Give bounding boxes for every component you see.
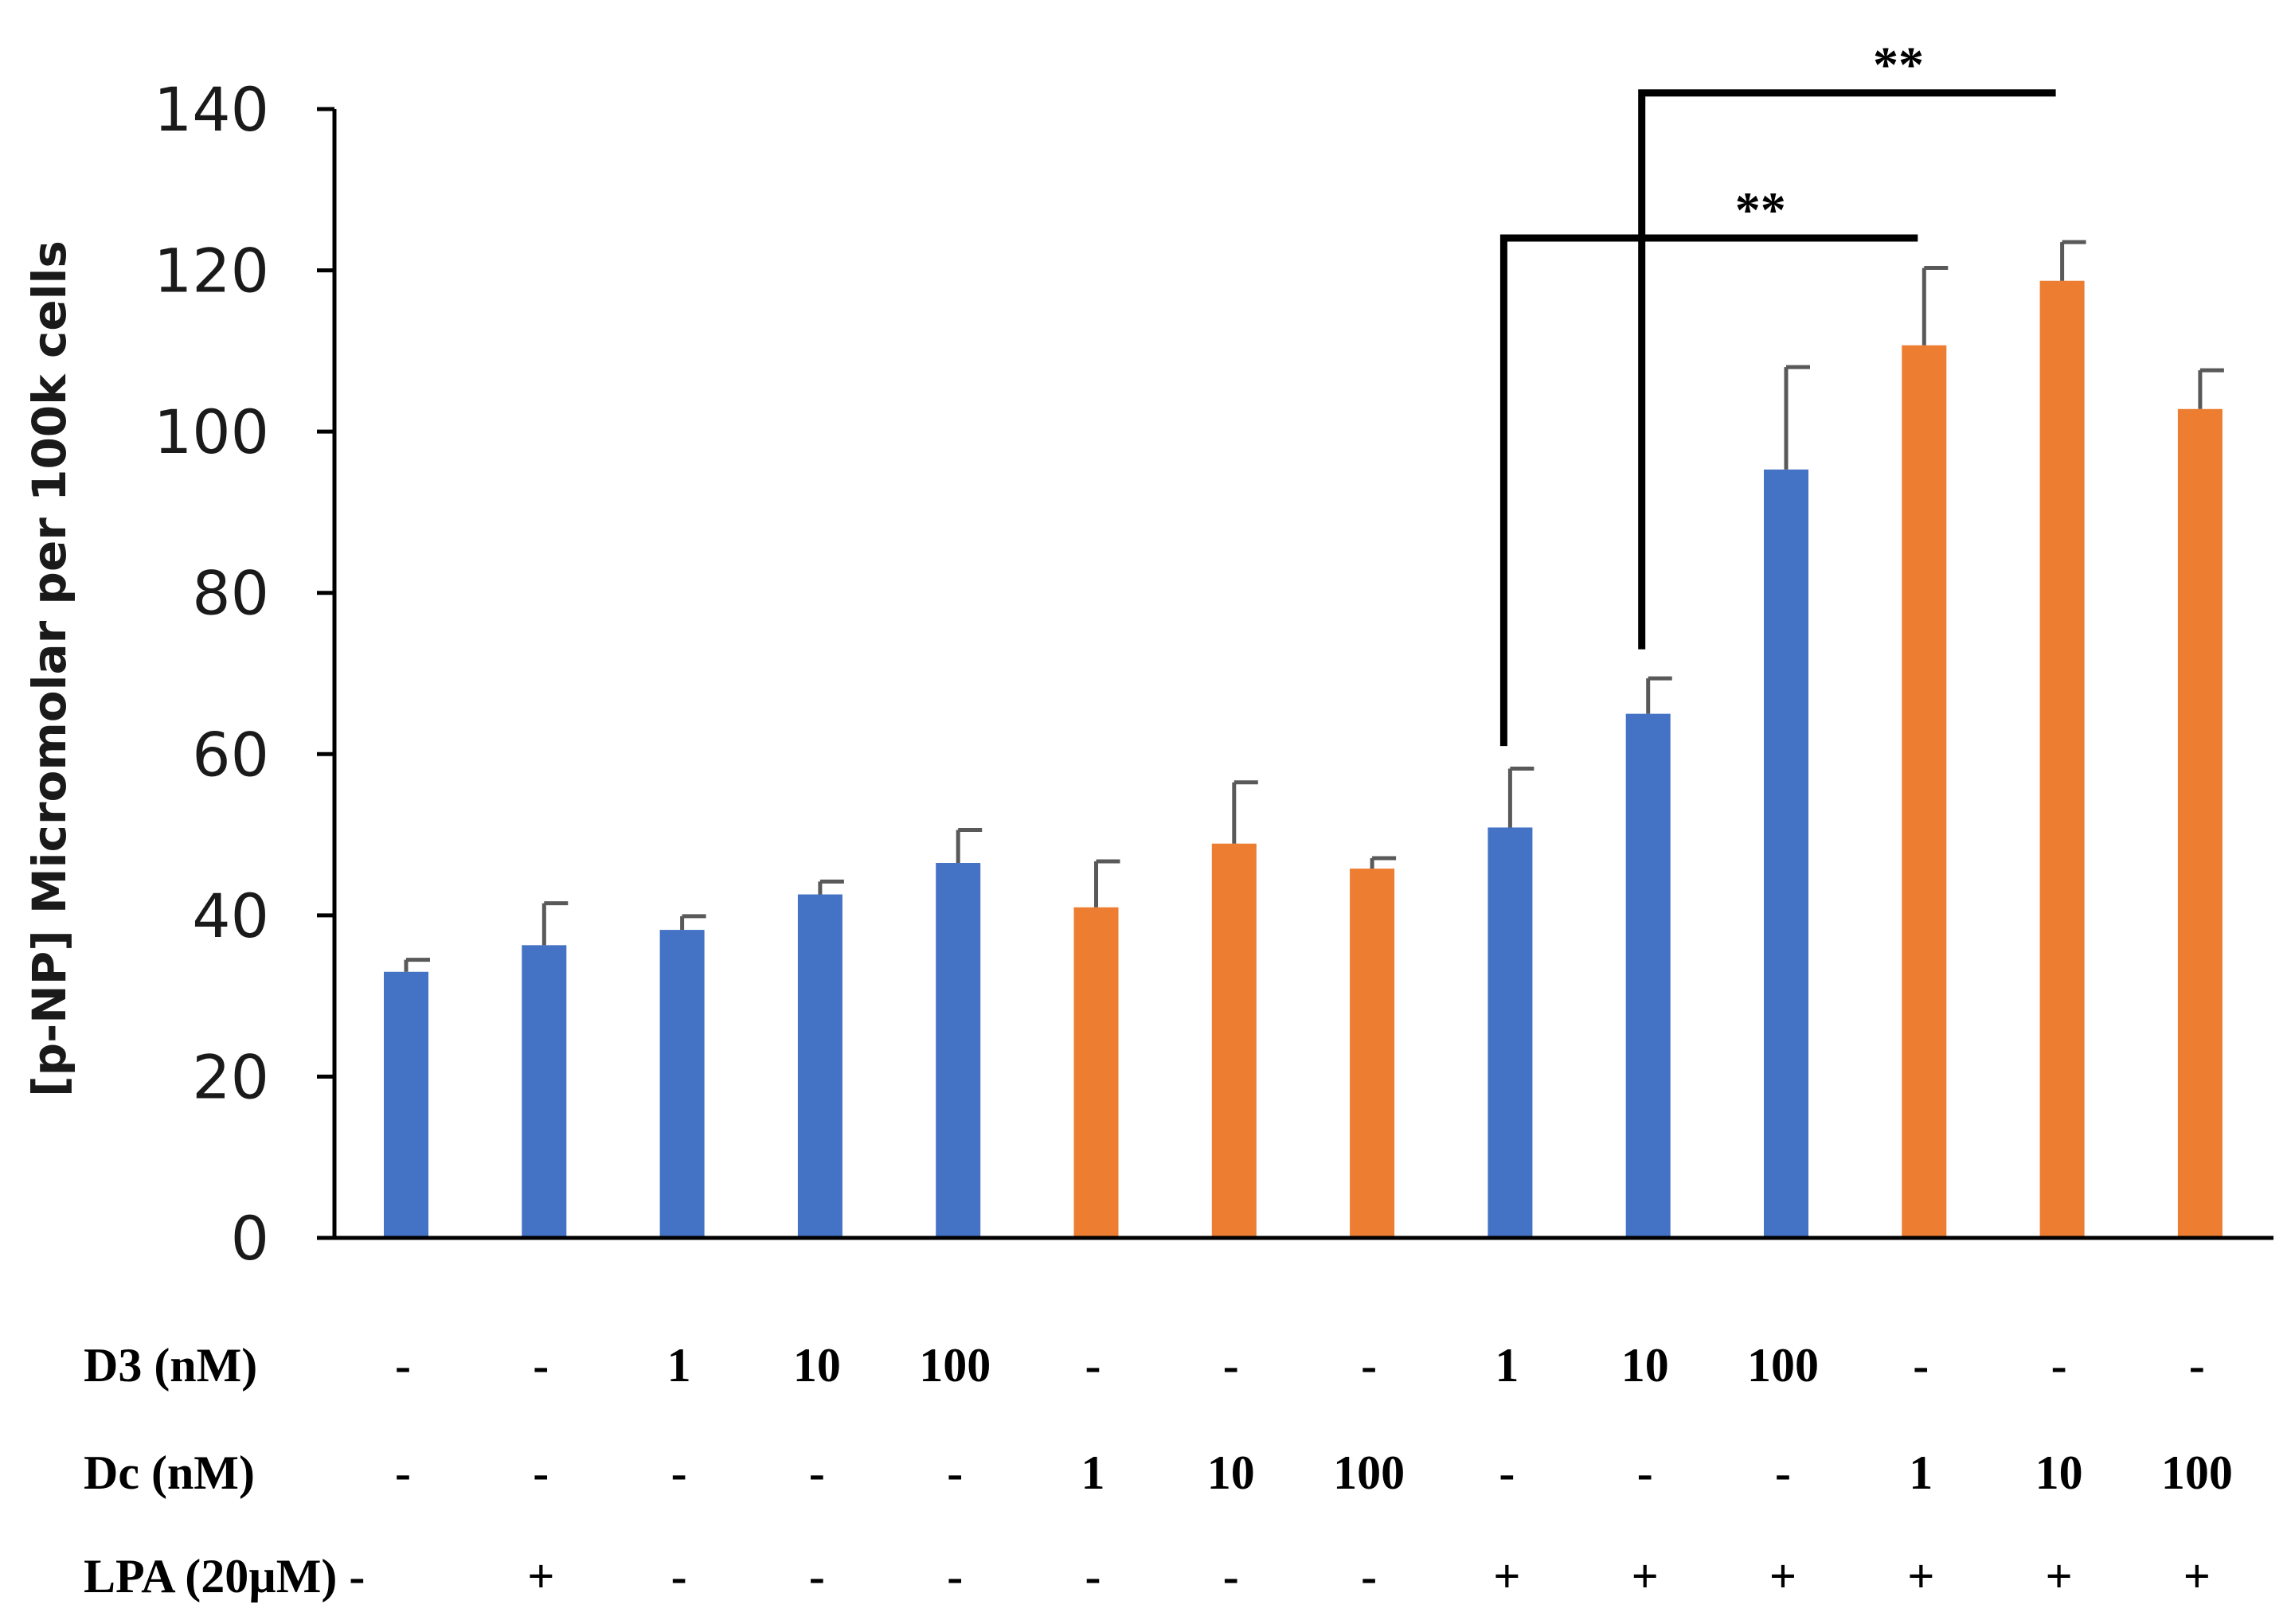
- condition-row-label: Dc (nM): [84, 1446, 255, 1499]
- condition-value: -: [947, 1550, 963, 1603]
- bar: [1902, 345, 1947, 1239]
- condition-value: -: [533, 1446, 549, 1499]
- condition-value: -: [809, 1446, 825, 1499]
- condition-value: 100: [1747, 1339, 1819, 1392]
- condition-value: 1: [1909, 1446, 1933, 1499]
- condition-value: +: [1769, 1550, 1796, 1603]
- bar: [1211, 843, 1257, 1238]
- condition-value: +: [1632, 1550, 1659, 1603]
- y-tick-label: 120: [154, 236, 269, 306]
- condition-value: +: [2183, 1550, 2211, 1603]
- condition-value: 10: [1621, 1339, 1669, 1392]
- y-tick-label: 140: [154, 74, 269, 145]
- y-tick-label: 0: [231, 1203, 269, 1274]
- condition-value: -: [947, 1446, 963, 1499]
- y-tick-label: 20: [192, 1041, 269, 1112]
- condition-value: -: [1913, 1339, 1929, 1392]
- significance-bracket: [1638, 89, 2056, 650]
- condition-value: -: [1361, 1550, 1377, 1603]
- condition-value: -: [1637, 1446, 1653, 1499]
- condition-value: 100: [919, 1339, 991, 1392]
- y-axis-label: [p-NP] Micromolar per 100k cells: [22, 240, 76, 1097]
- condition-value: -: [809, 1550, 825, 1603]
- bar: [936, 863, 981, 1238]
- condition-value: 10: [1207, 1446, 1255, 1499]
- significance-brackets: ** **: [1499, 37, 2056, 747]
- bar: [1350, 869, 1395, 1238]
- condition-row-label: D3 (nM): [84, 1339, 257, 1392]
- condition-value: -: [1361, 1339, 1377, 1392]
- condition-value: 100: [2161, 1446, 2233, 1499]
- error-bars: [404, 240, 2224, 972]
- bars: [384, 280, 2223, 1239]
- condition-value: +: [1493, 1550, 1520, 1603]
- bar: [1625, 713, 1671, 1238]
- bar: [522, 945, 567, 1238]
- condition-value: -: [1085, 1550, 1101, 1603]
- condition-value: -: [671, 1446, 687, 1499]
- bar: [797, 894, 843, 1238]
- bar: [1488, 827, 1533, 1238]
- condition-value: +: [2045, 1550, 2072, 1603]
- condition-value: 1: [1495, 1339, 1519, 1392]
- condition-value: +: [1907, 1550, 1934, 1603]
- condition-value: 100: [1333, 1446, 1405, 1499]
- bar: [1764, 469, 1808, 1238]
- y-tick-label: 60: [192, 719, 269, 790]
- significance-label: **: [1735, 182, 1786, 238]
- condition-value: -: [1085, 1339, 1101, 1392]
- significance-bracket: [1499, 234, 1918, 747]
- condition-value: -: [2189, 1339, 2205, 1392]
- condition-value: 10: [2035, 1446, 2083, 1499]
- bar: [2039, 280, 2085, 1239]
- bar: [2177, 408, 2223, 1238]
- bar: [384, 971, 428, 1238]
- condition-value: -: [395, 1446, 411, 1499]
- y-axis-ticks: 0 20 40 60 80 100 120 140: [154, 74, 334, 1274]
- bar: [659, 930, 705, 1238]
- condition-value: 10: [793, 1339, 841, 1392]
- condition-value: -: [1223, 1339, 1239, 1392]
- condition-value: -: [395, 1339, 411, 1392]
- y-tick-label: 40: [192, 880, 269, 951]
- condition-row-label: LPA (20µM) -: [84, 1550, 365, 1603]
- condition-value: +: [527, 1550, 554, 1603]
- condition-value: -: [1775, 1446, 1791, 1499]
- y-tick-label: 100: [154, 396, 269, 467]
- condition-table: D3 (nM) - - 1 10 100 - - - 1 10 100 - - - Dc (nM) - - - - - 1…: [84, 1339, 2233, 1603]
- condition-value: 1: [1081, 1446, 1105, 1499]
- condition-value: -: [671, 1550, 687, 1603]
- condition-value: 1: [667, 1339, 691, 1392]
- axes: [332, 109, 2273, 1240]
- condition-value: -: [1499, 1446, 1515, 1499]
- bar: [1073, 907, 1119, 1238]
- significance-label: **: [1873, 37, 1924, 93]
- condition-value: -: [1223, 1550, 1239, 1603]
- condition-value: -: [2051, 1339, 2067, 1392]
- condition-value: -: [533, 1339, 549, 1392]
- y-tick-label: 80: [192, 558, 269, 629]
